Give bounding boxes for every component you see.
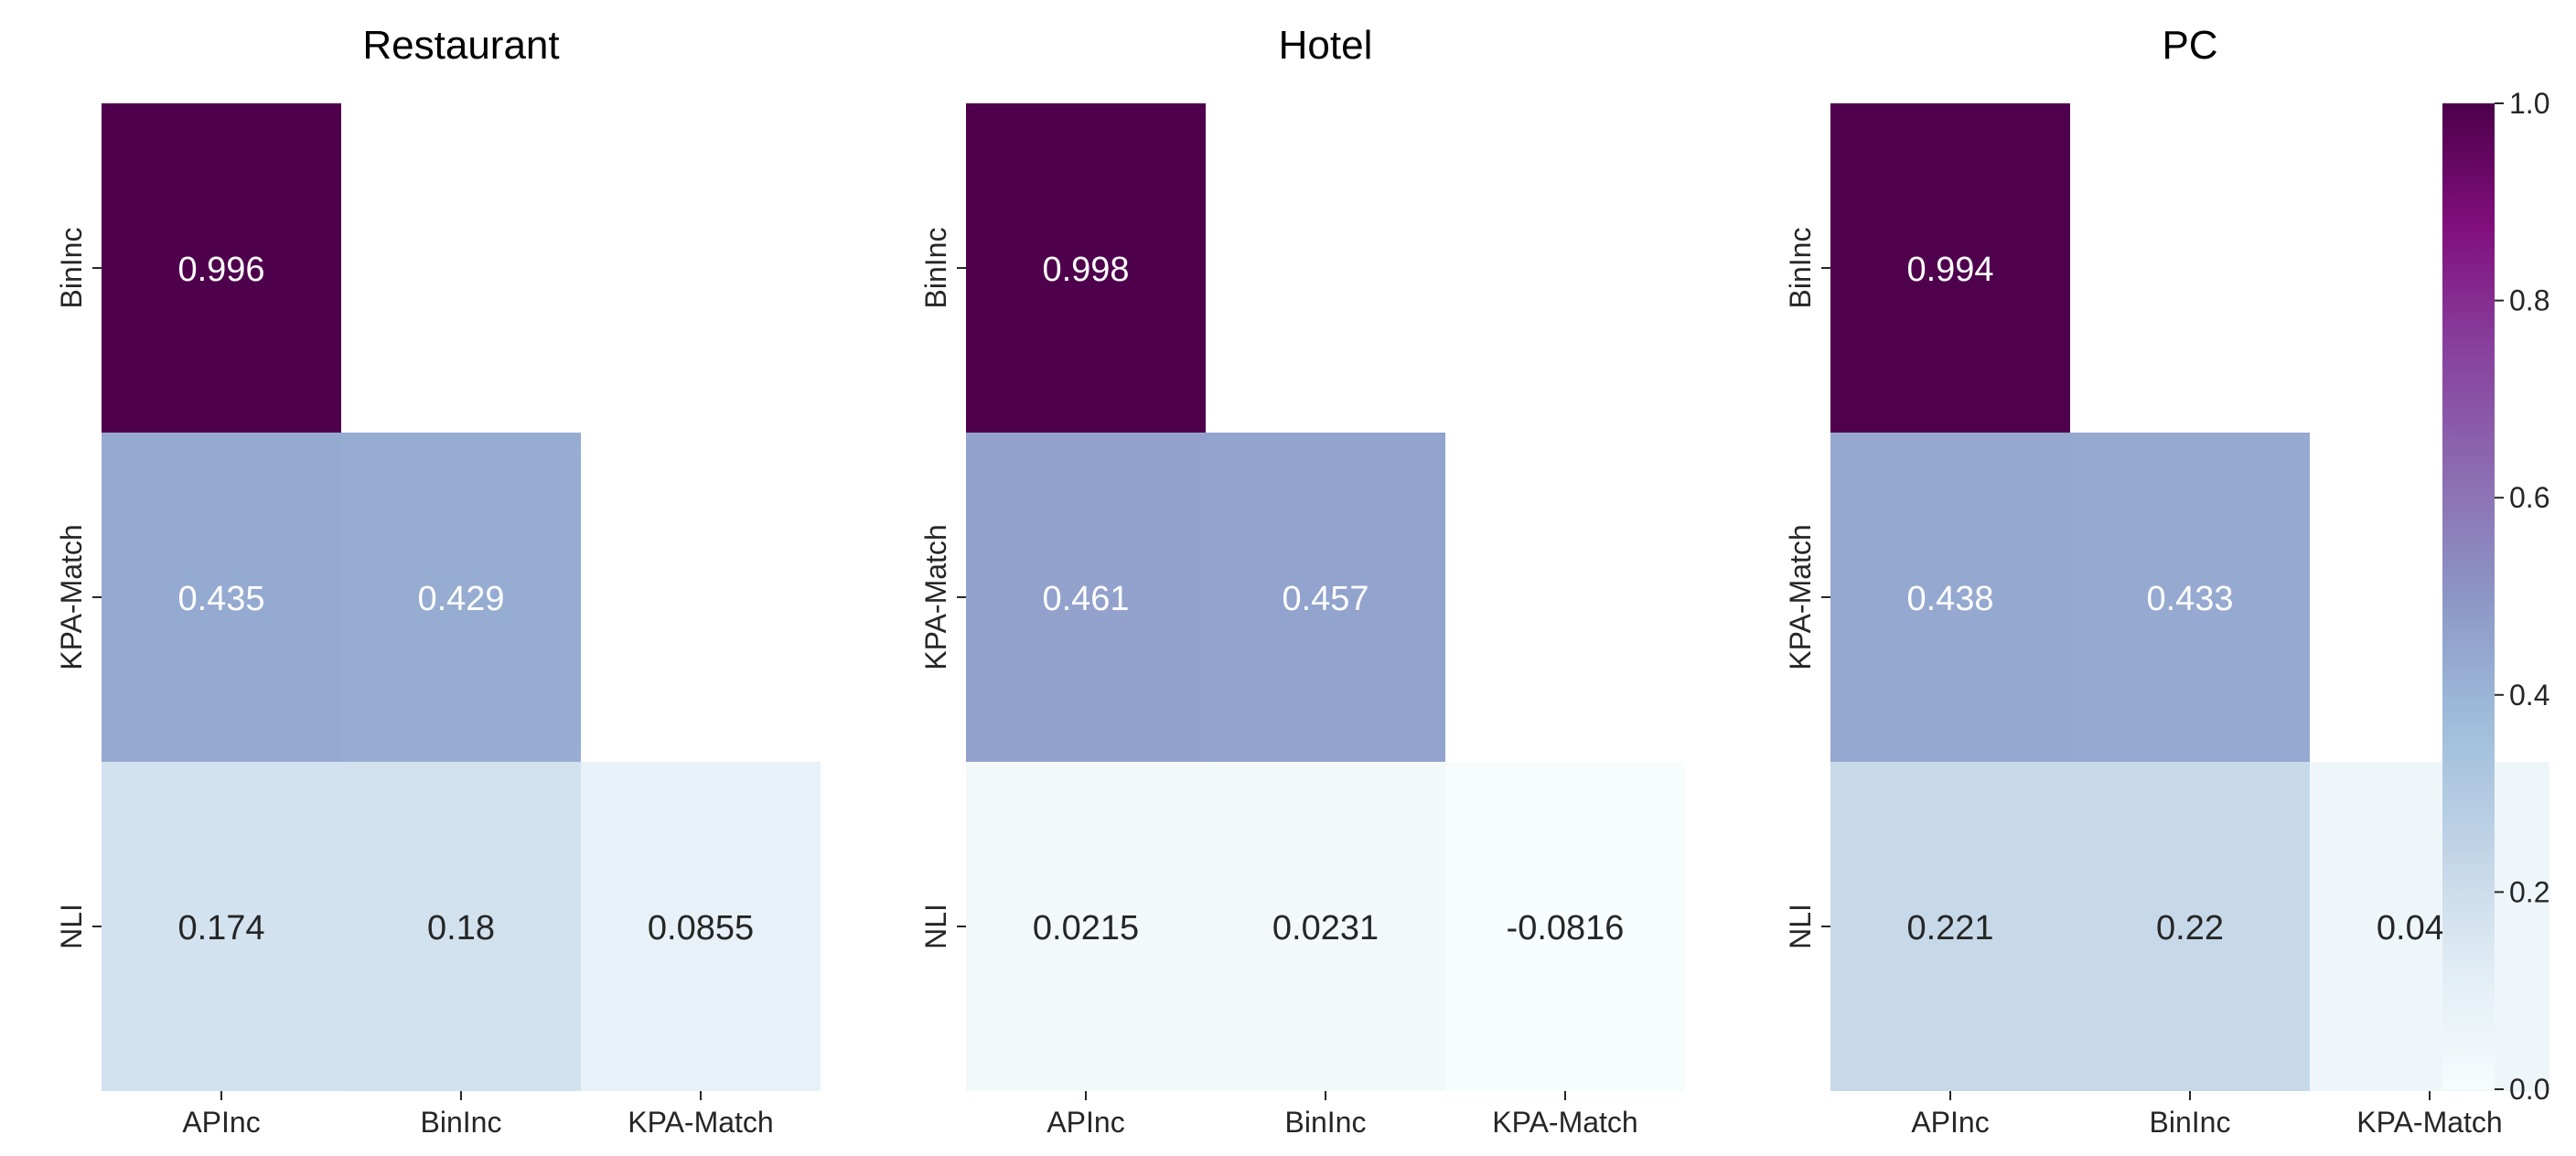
heatmap-cell xyxy=(102,762,341,1091)
x-tick-label: BinInc xyxy=(421,1106,502,1139)
panel-title: PC xyxy=(2162,23,2217,68)
heatmap-cell xyxy=(341,433,581,762)
cell-value-label: -0.0816 xyxy=(1507,909,1625,947)
heatmap-cell xyxy=(2310,762,2549,1091)
heatmap-cell xyxy=(1830,762,2070,1091)
colorbar-tick-label: 0.4 xyxy=(2509,679,2549,712)
y-tick-label: KPA-Match xyxy=(1784,524,1817,669)
colorbar-tick-label: 0.6 xyxy=(2509,481,2549,514)
heatmap-cell xyxy=(966,433,1206,762)
y-tick-label: BinInc xyxy=(55,228,88,309)
x-tick-label: APInc xyxy=(1046,1106,1124,1139)
cell-value-label: 0.996 xyxy=(177,251,264,289)
x-tick-label: KPA-Match xyxy=(1492,1106,1637,1139)
cell-value-label: 0.0231 xyxy=(1272,909,1379,947)
heatmap-cell xyxy=(341,762,581,1091)
heatmap-cell xyxy=(1830,433,2070,762)
colorbar-tick-label: 0.2 xyxy=(2509,875,2549,908)
y-tick-label: NLI xyxy=(1784,904,1817,949)
cell-value-label: 0.457 xyxy=(1282,580,1368,618)
colorbar: 0.0 0.2 0.4 0.6 0.8 1.0 xyxy=(2442,87,2549,1106)
y-tick-label: BinInc xyxy=(1784,228,1817,309)
heatmap-cell xyxy=(1206,433,1445,762)
heatmap-cell xyxy=(102,103,341,433)
heatmap-cell xyxy=(1830,103,2070,433)
x-tick-label: KPA-Match xyxy=(628,1106,773,1139)
heatmap-cell xyxy=(1206,762,1445,1091)
colorbar-tick-label: 1.0 xyxy=(2509,87,2549,120)
cell-value-label: 0.0855 xyxy=(648,909,754,947)
cell-value-label: 0.994 xyxy=(1906,251,1993,289)
heatmap-cell xyxy=(581,762,821,1091)
cell-value-label: 0.0215 xyxy=(1033,909,1139,947)
x-tick-label: BinInc xyxy=(1285,1106,1367,1139)
heatmap-cell xyxy=(1445,762,1685,1091)
cell-value-label: 0.435 xyxy=(177,580,264,618)
cell-value-label: 0.22 xyxy=(2156,909,2224,947)
panel-title: Restaurant xyxy=(362,23,559,68)
heatmap-cell xyxy=(2070,762,2310,1091)
cell-value-label: 0.433 xyxy=(2146,580,2233,618)
y-tick-label: NLI xyxy=(919,904,952,949)
x-tick-label: APInc xyxy=(182,1106,260,1139)
heatmap-cell xyxy=(966,762,1206,1091)
cell-value-label: 0.221 xyxy=(1906,909,1993,947)
heatmap-panel-hotel: Hotel 0.998 0.461 0.457 0.0215 0.0231 -0.0816 B… xyxy=(919,23,1685,1139)
colorbar-tick-label: 0.8 xyxy=(2509,284,2549,317)
cell-value-label: 0.998 xyxy=(1042,251,1129,289)
x-tick-label: BinInc xyxy=(2150,1106,2231,1139)
heatmap-cell xyxy=(102,433,341,762)
y-tick-label: NLI xyxy=(55,904,88,949)
y-tick-label: BinInc xyxy=(919,228,952,309)
cell-value-label: 0.461 xyxy=(1042,580,1129,618)
colorbar-gradient xyxy=(2442,103,2495,1089)
cell-value-label: 0.174 xyxy=(177,909,264,947)
x-tick-label: KPA-Match xyxy=(2356,1106,2502,1139)
cell-value-label: 0.429 xyxy=(417,580,504,618)
x-tick-label: APInc xyxy=(1911,1106,1989,1139)
y-tick-label: KPA-Match xyxy=(919,524,952,669)
heatmap-cell xyxy=(966,103,1206,433)
y-tick-label: KPA-Match xyxy=(55,524,88,669)
heatmap-cell xyxy=(2070,433,2310,762)
colorbar-tick-label: 0.0 xyxy=(2509,1073,2549,1106)
heatmap-panel-restaurant: Restaurant 0.996 0.435 0.429 0.174 0.18 0.0855… xyxy=(55,23,821,1139)
cell-value-label: 0.18 xyxy=(427,909,495,947)
cell-value-label: 0.438 xyxy=(1906,580,1993,618)
panel-title: Hotel xyxy=(1279,23,1373,68)
